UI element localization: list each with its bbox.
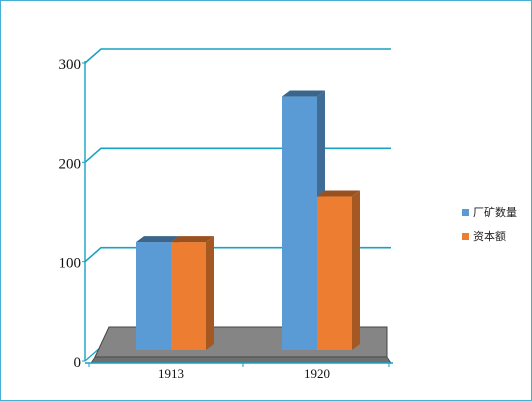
y-tick-label-100: 100: [59, 256, 82, 272]
legend-label-0: 厂矿数量: [473, 206, 517, 219]
bar-side-1920-1: [352, 190, 360, 350]
legend-label-1: 资本额: [473, 229, 506, 243]
y-tick-labels: 0 100 200 300: [59, 57, 82, 371]
bar-1913-资本额: [171, 242, 206, 350]
y-tick-label-300: 300: [59, 57, 82, 73]
y-tick-label-0: 0: [74, 355, 82, 371]
x-tick-label-1920: 1920: [304, 366, 330, 381]
gridline-300: [84, 48, 391, 64]
bar-1913-厂矿数量: [136, 242, 171, 350]
bar-top-1913-0: [136, 236, 179, 243]
floor-front: [90, 356, 392, 364]
x-tick-label-1913: 1913: [158, 366, 184, 381]
axes: [82, 61, 393, 367]
bar-1920-资本额: [317, 196, 352, 350]
bar-top-1920-1: [317, 190, 360, 197]
bars: [136, 90, 360, 350]
gridline-200: [84, 147, 391, 163]
legend-swatch-0: [462, 209, 469, 216]
bar-side-1913-1: [206, 236, 214, 350]
bar-1920-厂矿数量: [282, 96, 317, 350]
y-tick-label-200: 200: [59, 156, 82, 172]
bar-top-1913-1: [171, 236, 214, 243]
x-tick-labels: 1913 1920: [158, 366, 330, 381]
legend-swatch-1: [462, 233, 469, 240]
bar-top-1920-0: [282, 90, 325, 97]
